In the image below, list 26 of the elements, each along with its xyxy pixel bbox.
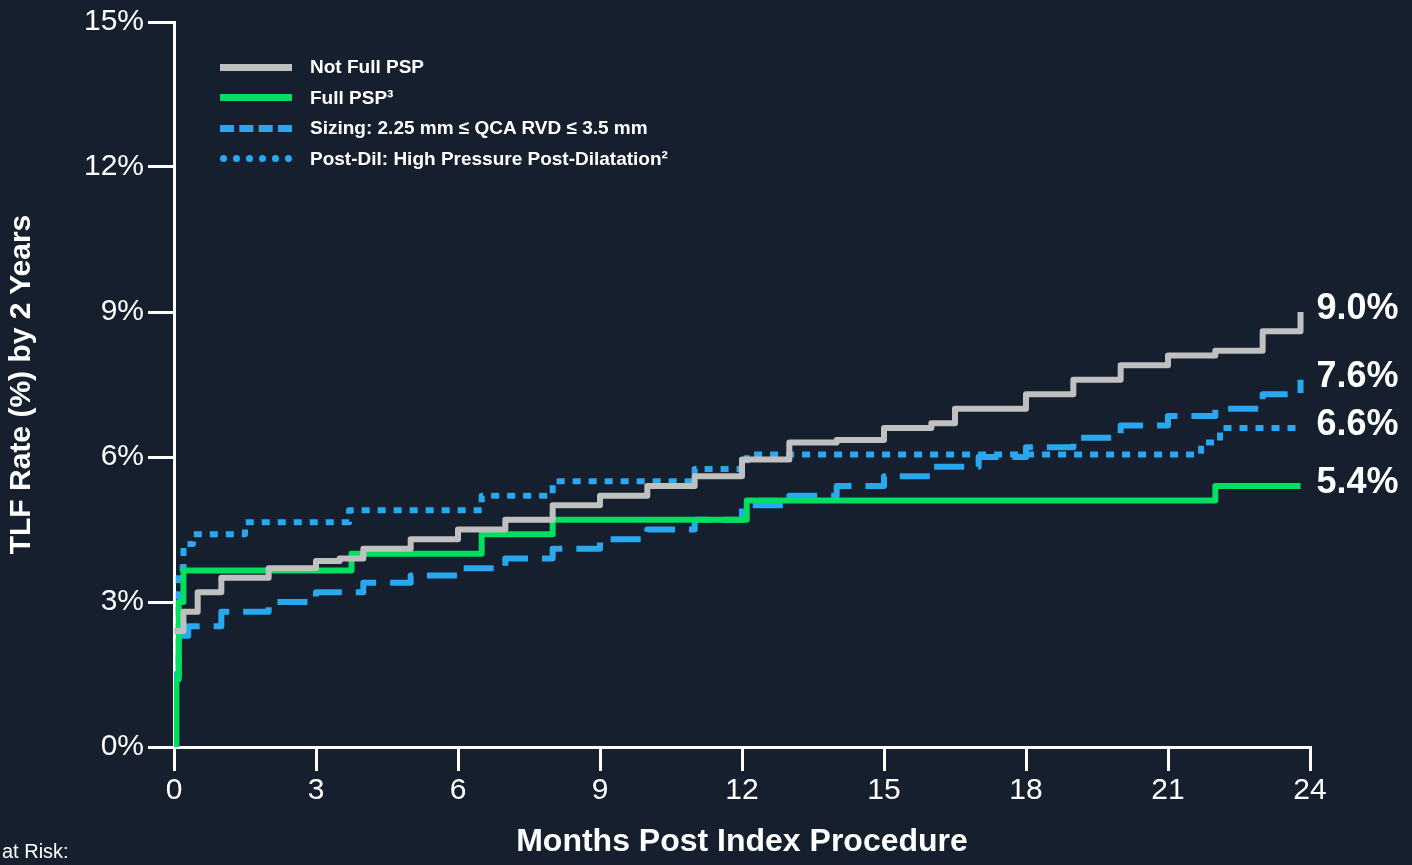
x-tick-label: 3 — [307, 772, 325, 806]
x-tick-label: 0 — [165, 772, 183, 806]
x-tick-label: 6 — [449, 772, 467, 806]
y-tick-label: 6% — [100, 438, 144, 472]
x-tick-label: 24 — [1293, 772, 1327, 806]
y-tick-label: 9% — [100, 293, 144, 327]
y-tick-label: 3% — [100, 583, 144, 617]
data-label: 6.6% — [1316, 401, 1399, 443]
legend-label: Post-Dil: High Pressure Post-Dilatation² — [310, 147, 668, 170]
y-tick-label: 12% — [83, 148, 144, 182]
x-tick-label: 9 — [591, 772, 609, 806]
data-label: 7.6% — [1316, 353, 1399, 395]
text: at Risk: — [2, 840, 69, 863]
legend-label: Not Full PSP — [310, 56, 424, 79]
legend-label: Full PSP³ — [310, 86, 394, 109]
y-tick-label: 0% — [100, 728, 144, 762]
x-tick-label: 18 — [1009, 772, 1043, 806]
data-label: 9.0% — [1316, 285, 1399, 327]
x-axis-title: Months Post Index Procedure — [516, 821, 968, 858]
x-tick-label: 15 — [867, 772, 901, 806]
data-label: 5.4% — [1316, 459, 1399, 501]
y-tick-label: 15% — [83, 3, 144, 37]
x-tick-label: 12 — [725, 772, 759, 806]
legend-label: Sizing: 2.25 mm ≤ QCA RVD ≤ 3.5 mm — [310, 117, 648, 140]
y-axis-title: TLF Rate (%) by 2 Years — [3, 214, 37, 555]
x-tick-label: 21 — [1151, 772, 1185, 806]
